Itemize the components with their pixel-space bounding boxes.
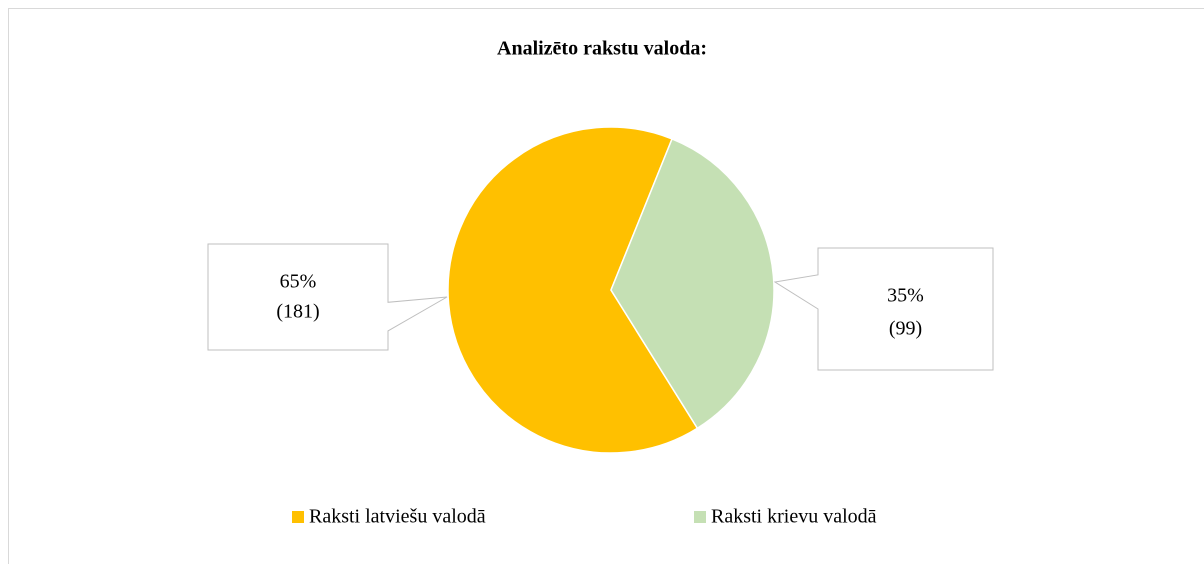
callout-box: [773, 247, 994, 371]
callout-box: [207, 243, 448, 351]
data-callout: 65% (181): [207, 243, 448, 351]
legend-label: Raksti latviešu valodā: [309, 506, 486, 528]
legend-swatch: [694, 511, 706, 523]
data-label: 65%: [280, 271, 317, 293]
pie-slice: [610, 137, 775, 430]
data-label: 35%: [887, 285, 924, 307]
count-label: (181): [276, 301, 319, 323]
data-callout: 35% (99): [773, 247, 994, 371]
pie-slice: [447, 126, 699, 454]
chart-title: Analizēto rakstu valoda:: [497, 38, 707, 60]
legend-label: Raksti krievu valodā: [711, 506, 877, 528]
count-label: (99): [889, 318, 922, 340]
legend-swatch: [292, 511, 304, 523]
